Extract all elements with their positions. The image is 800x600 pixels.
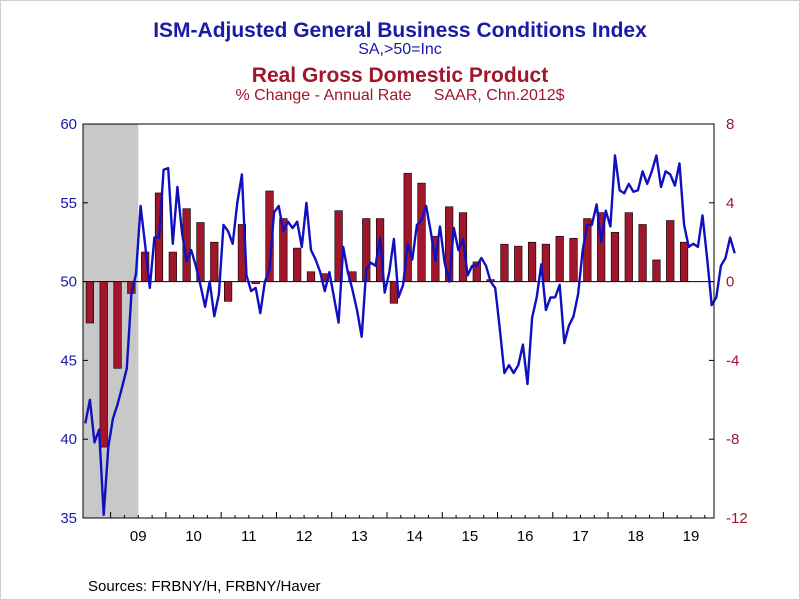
gdp-bar: [403, 172, 412, 282]
gdp-bar: [293, 247, 302, 282]
x-tick-label: 12: [296, 528, 313, 545]
ism-title: ISM-Adjusted General Business Conditions…: [153, 19, 647, 42]
gdp-bar: [210, 241, 219, 282]
gdp-bar: [500, 243, 509, 282]
left-tick-label: 45: [60, 352, 77, 369]
x-tick-label: 18: [627, 528, 644, 545]
gdp-bar: [168, 251, 177, 282]
left-tick-label: 40: [60, 431, 77, 448]
x-tick-label: 16: [517, 528, 534, 545]
x-tick-label: 14: [406, 528, 423, 545]
left-tick-label: 60: [60, 116, 77, 133]
gdp-bar: [610, 232, 620, 282]
gdp-bar: [85, 281, 95, 324]
x-tick-label: 09: [130, 528, 147, 545]
x-tick-label: 15: [462, 528, 479, 545]
right-tick-label: 8: [726, 116, 734, 133]
right-tick-label: -8: [726, 431, 739, 448]
x-tick-label: 19: [683, 528, 700, 545]
gdp-bar: [417, 182, 426, 282]
x-tick-label: 10: [185, 528, 202, 545]
gdp-title: Real Gross Domestic Product: [251, 64, 549, 87]
right-tick-label: 0: [726, 274, 734, 291]
gdp-bar: [569, 237, 578, 282]
gdp-bar: [666, 220, 675, 282]
right-tick-label: -12: [726, 510, 748, 527]
gdp-bar: [306, 271, 316, 282]
gdp-bar: [251, 281, 260, 284]
x-tick-label: 13: [351, 528, 368, 545]
right-tick-label: 4: [726, 195, 734, 212]
gdp-bar: [527, 241, 537, 282]
left-tick-label: 35: [60, 510, 77, 527]
x-tick-label: 17: [572, 528, 589, 545]
axes-layer: [82, 123, 715, 519]
gdp-bar: [624, 212, 633, 282]
gdp-bar: [638, 224, 647, 282]
gdp-bar: [223, 281, 233, 302]
gdp-bar: [679, 241, 689, 282]
gdp-bar: [113, 281, 122, 369]
gdp-bar: [555, 235, 564, 282]
tick-labels-layer: 35 40 45 50 55 60 -12 -8 -4 0 4 8 09 10 11 12 13 14 15 16 17…: [60, 116, 747, 545]
x-tick-label: 11: [241, 528, 257, 545]
left-tick-label: 55: [60, 195, 77, 212]
ism-subtitle: SA,>50=Inc: [358, 41, 442, 58]
gdp-bar: [541, 243, 550, 282]
plot-border: [82, 123, 715, 519]
right-tick-label: -4: [726, 352, 739, 369]
gdp-bar: [597, 212, 606, 282]
ism-line-layer: [84, 154, 736, 516]
ism-line: [84, 154, 736, 516]
gdp-bar: [472, 261, 481, 282]
gdp-bar: [652, 259, 661, 282]
gdp-bar: [99, 281, 108, 448]
gdp-bar: [279, 218, 288, 282]
left-tick-label: 50: [60, 274, 77, 291]
sources-note: Sources: FRBNY/H, FRBNY/Haver: [88, 578, 321, 595]
gdp-bar: [514, 245, 523, 282]
gdp-subtitle: % Change - Annual Rate SAAR, Chn.2012$: [235, 87, 565, 104]
